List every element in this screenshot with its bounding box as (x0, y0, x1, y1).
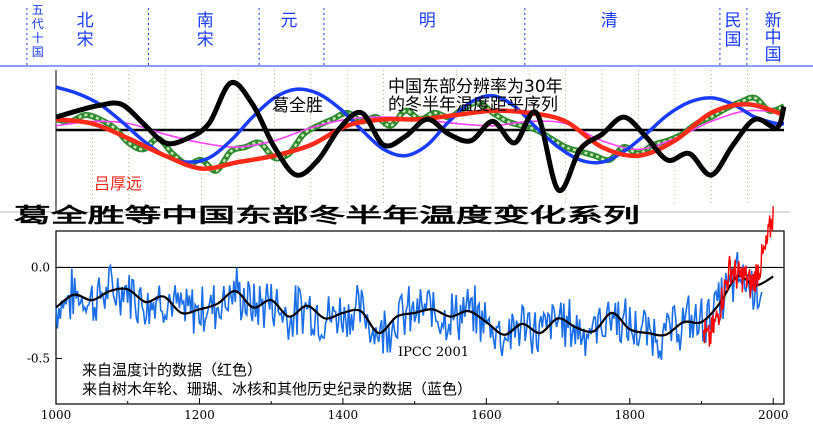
dynasty-label: 五代十国 (32, 3, 44, 59)
x-tick-label: 1600 (471, 408, 502, 422)
annotation-lv: 吕厚远 (94, 174, 142, 193)
annotation-ge: 葛全胜 (272, 96, 323, 116)
top-title-line-1: 中国东部分辨率为30年 (388, 77, 563, 97)
x-tick-label: 1800 (615, 408, 646, 422)
dynasty-label: 清 (601, 11, 618, 31)
dynasty-label: 明 (419, 11, 436, 31)
x-tick-label: 2000 (758, 408, 789, 422)
x-tick-label: 1200 (184, 408, 215, 422)
ipcc-annotation: IPCC 2001 (398, 345, 469, 360)
series-ge-line (55, 79, 787, 193)
dynasty-label: 南宋 (197, 11, 214, 50)
x-tick-label: 1400 (328, 408, 359, 422)
dynasty-label: 新中国 (765, 11, 782, 65)
x-tick-label: 1000 (41, 408, 72, 422)
dynasty-label: 民国 (725, 11, 742, 50)
proxy-smoothed-line (55, 274, 774, 337)
legend-proxy: 来自树木年轮、珊瑚、冰核和其他历史纪录的数据（蓝色） (82, 380, 472, 398)
top-caption: 葛全胜等中国东部冬半年温度变化系列 (12, 203, 640, 227)
y-tick-label: 0.0 (31, 260, 50, 274)
series-lv-line (55, 102, 785, 171)
proxy-blue-series (55, 251, 763, 360)
dynasty-label: 元 (280, 11, 297, 31)
legend-instrument: 来自温度计的数据（红色） (82, 361, 262, 379)
dynasty-label: 北宋 (77, 11, 94, 50)
instrumental-red-series (702, 206, 774, 347)
y-tick-label: -0.5 (27, 351, 50, 365)
top-title-line-2: 的冬半年温度距平序列 (388, 95, 558, 115)
